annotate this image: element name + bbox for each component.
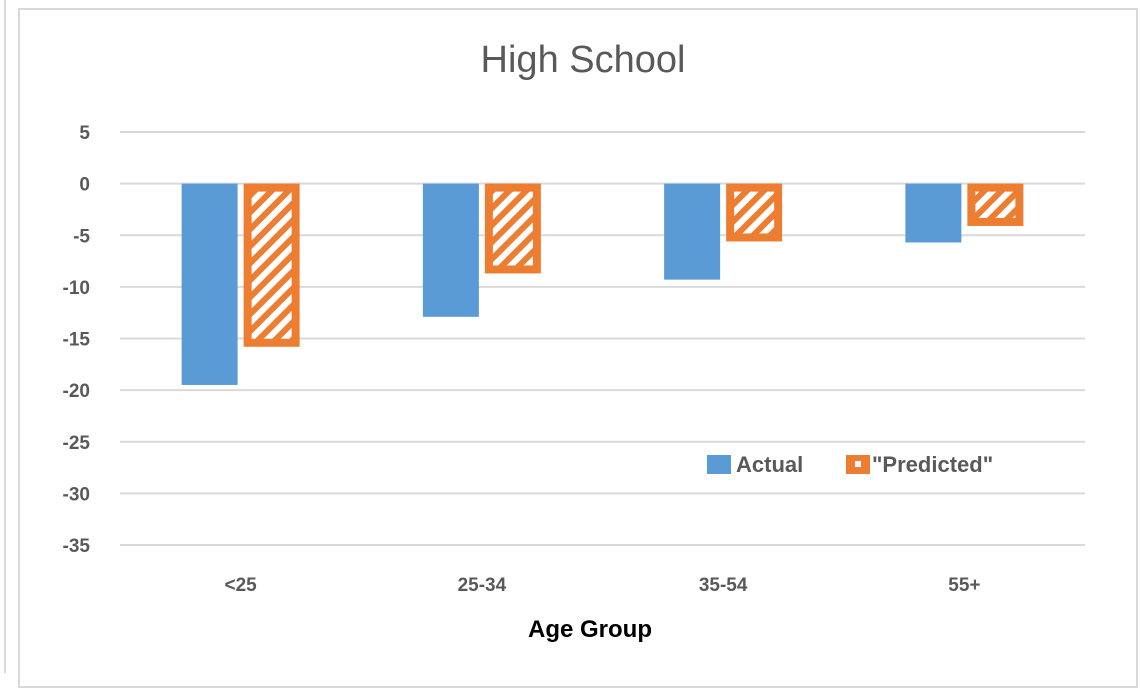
y-tick-label: 0	[79, 175, 90, 196]
y-tick-label: -10	[63, 278, 90, 299]
y-tick-label: -15	[63, 330, 91, 351]
bar-predicted	[484, 183, 541, 274]
legend-swatch-actual	[707, 455, 731, 474]
x-tick-label: 35-54	[699, 575, 748, 596]
bar-chart: High School 5 0 -5 -10 -15 -20 -25 -30 -35 <25 25…	[63, 39, 1085, 643]
y-tick-label: -20	[63, 381, 90, 402]
bar-actual	[422, 183, 479, 317]
x-axis-ticks: <25 25-34 35-54 55+	[225, 575, 981, 596]
panel-divider	[4, 0, 6, 673]
bar-predicted	[726, 183, 783, 242]
y-tick-label: -35	[63, 536, 91, 557]
y-tick-label: -30	[63, 484, 90, 505]
legend-label-actual: Actual	[736, 452, 803, 477]
y-tick-label: 5	[79, 123, 90, 144]
y-axis-ticks: 5 0 -5 -10 -15 -20 -25 -30 -35	[63, 123, 91, 557]
bar-actual	[664, 183, 721, 280]
legend-label-predicted: "Predicted"	[872, 452, 993, 477]
legend: Actual "Predicted"	[707, 452, 993, 477]
y-tick-label: -25	[63, 433, 91, 454]
bars	[181, 183, 1024, 385]
chart-title: High School	[481, 39, 686, 81]
x-tick-label: 25-34	[458, 575, 507, 596]
x-axis-title: Age Group	[528, 616, 652, 643]
y-tick-label: -5	[73, 226, 90, 247]
x-tick-label: <25	[225, 575, 258, 596]
legend-swatch-predicted-hatch	[855, 461, 861, 467]
bar-predicted	[967, 183, 1024, 226]
bar-actual	[905, 183, 962, 243]
bar-predicted	[243, 183, 300, 347]
bar-actual	[181, 183, 238, 385]
x-tick-label: 55+	[948, 575, 980, 596]
